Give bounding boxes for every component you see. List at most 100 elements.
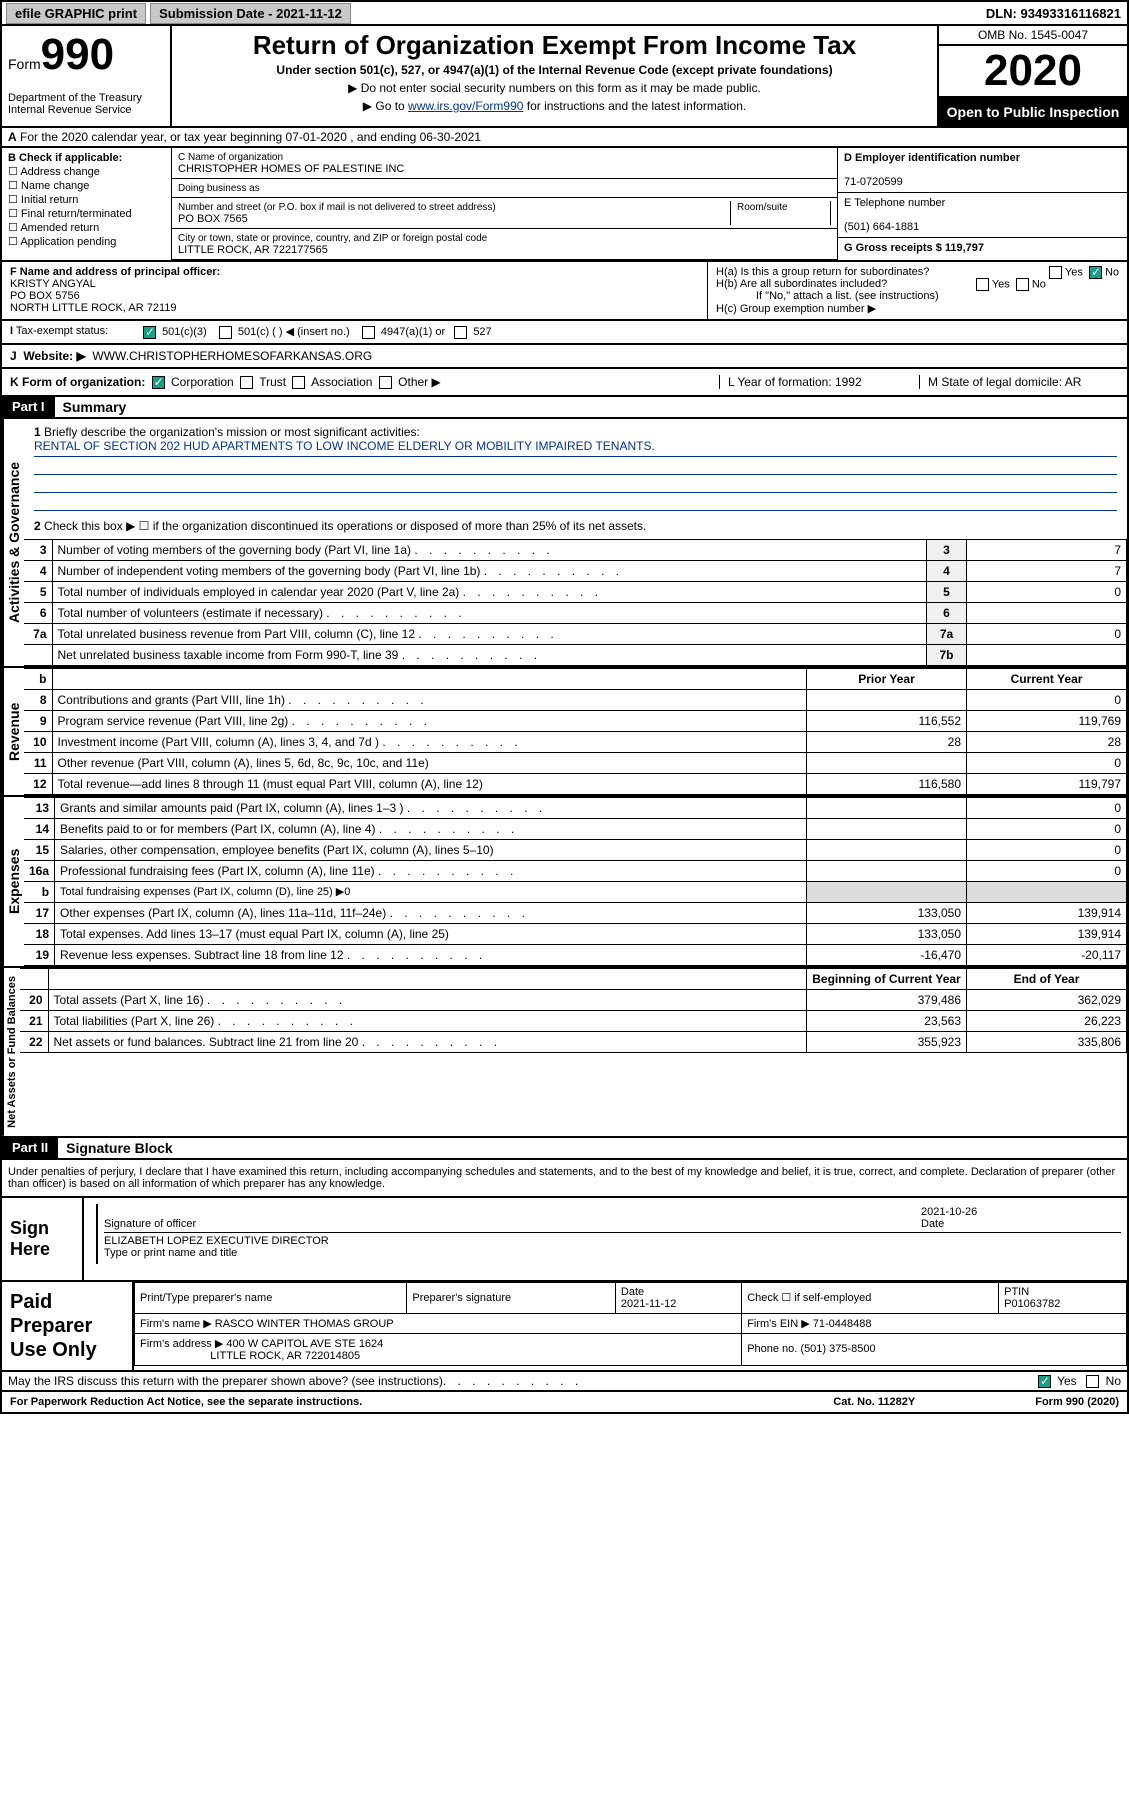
city-label: City or town, state or province, country…	[178, 233, 487, 244]
chk-final[interactable]: ☐ Final return/terminated	[8, 207, 165, 220]
mission-text: RENTAL OF SECTION 202 HUD APARTMENTS TO …	[34, 439, 1117, 457]
vtab-netassets: Net Assets or Fund Balances	[2, 968, 20, 1136]
firm-addr1: 400 W CAPITOL AVE STE 1624	[226, 1338, 383, 1350]
table-row: bTotal fundraising expenses (Part IX, co…	[24, 881, 1127, 902]
sig-officer-label: Signature of officer	[104, 1218, 196, 1230]
phone: (501) 664-1881	[844, 221, 919, 233]
omb-number: OMB No. 1545-0047	[939, 26, 1127, 46]
g-gross: G Gross receipts $ 119,797	[844, 242, 984, 254]
table-row: 8Contributions and grants (Part VIII, li…	[24, 689, 1127, 710]
dln: DLN: 93493316116821	[986, 6, 1127, 21]
b-label: B Check if applicable:	[8, 152, 122, 164]
summary-expenses: Expenses 13Grants and similar amounts pa…	[0, 797, 1129, 968]
line-a: A For the 2020 calendar year, or tax yea…	[0, 128, 1129, 148]
officer-addr2: NORTH LITTLE ROCK, AR 72119	[10, 302, 176, 314]
summary-netassets: Net Assets or Fund Balances Beginning of…	[0, 968, 1129, 1138]
line-j: J Website: ▶ WWW.CHRISTOPHERHOMESOFARKAN…	[0, 345, 1129, 369]
table-row: 21Total liabilities (Part X, line 26) 23…	[20, 1010, 1127, 1031]
street-address: PO BOX 7565	[178, 213, 248, 225]
sign-date: 2021-10-26	[921, 1206, 977, 1218]
efile-print-button[interactable]: efile GRAPHIC print	[6, 3, 146, 24]
page-footer: For Paperwork Reduction Act Notice, see …	[0, 1392, 1129, 1414]
chk-other[interactable]	[379, 376, 392, 389]
table-row: 3Number of voting members of the governi…	[24, 539, 1127, 560]
discuss-row: May the IRS discuss this return with the…	[0, 1372, 1129, 1392]
section-bcd: B Check if applicable: ☐ Address change …	[0, 148, 1129, 262]
prep-date: 2021-11-12	[621, 1298, 676, 1310]
table-row: 14Benefits paid to or for members (Part …	[24, 818, 1127, 839]
form-subtitle: Under section 501(c), 527, or 4947(a)(1)…	[182, 63, 927, 77]
line-klm: K Form of organization: Corporation Trus…	[0, 369, 1129, 397]
table-row: 15Salaries, other compensation, employee…	[24, 839, 1127, 860]
table-row: 9Program service revenue (Part VIII, lin…	[24, 710, 1127, 731]
table-row: 19Revenue less expenses. Subtract line 1…	[24, 944, 1127, 965]
table-row: 4Number of independent voting members of…	[24, 560, 1127, 581]
table-row: 20Total assets (Part X, line 16) 379,486…	[20, 989, 1127, 1010]
part1-header: Part ISummary	[0, 397, 1129, 419]
chk-corp[interactable]	[152, 376, 165, 389]
line-i: I Tax-exempt status: 501(c)(3) 501(c) ( …	[0, 321, 1129, 345]
chk-address[interactable]: ☐ Address change	[8, 165, 165, 178]
hb-label: H(b) Are all subordinates included?	[716, 278, 887, 290]
summary-activities: Activities & Governance 1 Briefly descri…	[0, 419, 1129, 668]
chk-trust[interactable]	[240, 376, 253, 389]
discuss-yes[interactable]	[1038, 1375, 1051, 1388]
discuss-no[interactable]	[1086, 1375, 1099, 1388]
perjury-text: Under penalties of perjury, I declare th…	[0, 1160, 1129, 1198]
part2-header: Part IISignature Block	[0, 1138, 1129, 1160]
ha-no[interactable]	[1089, 266, 1102, 279]
chk-501c3[interactable]	[143, 326, 156, 339]
chk-name[interactable]: ☐ Name change	[8, 179, 165, 192]
hb-no[interactable]	[1016, 278, 1029, 291]
chk-initial[interactable]: ☐ Initial return	[8, 193, 165, 206]
chk-pending[interactable]: ☐ Application pending	[8, 235, 165, 248]
chk-527[interactable]	[454, 326, 467, 339]
f-label: F Name and address of principal officer:	[10, 266, 220, 278]
cat-no: Cat. No. 11282Y	[833, 1396, 915, 1408]
table-row: 22Net assets or fund balances. Subtract …	[20, 1031, 1127, 1052]
irs-link[interactable]: www.irs.gov/Form990	[408, 99, 523, 113]
hc-label: H(c) Group exemption number ▶	[716, 302, 1119, 315]
hb-yes[interactable]	[976, 278, 989, 291]
table-row: 7aTotal unrelated business revenue from …	[24, 623, 1127, 644]
ha-label: H(a) Is this a group return for subordin…	[716, 266, 929, 278]
table-expenses: 13Grants and similar amounts paid (Part …	[24, 797, 1127, 966]
section-fh: F Name and address of principal officer:…	[0, 262, 1129, 321]
paid-label: Paid Preparer Use Only	[2, 1282, 132, 1370]
c-name-label: C Name of organization	[178, 152, 283, 163]
hb-note: If "No," attach a list. (see instruction…	[716, 290, 1119, 302]
form-ref: Form 990 (2020)	[1035, 1396, 1119, 1408]
chk-4947[interactable]	[362, 326, 375, 339]
vtab-activities: Activities & Governance	[2, 419, 24, 666]
submission-date: Submission Date - 2021-11-12	[150, 3, 351, 24]
form-title: Return of Organization Exempt From Incom…	[182, 30, 927, 61]
city-state-zip: LITTLE ROCK, AR 722177565	[178, 244, 328, 256]
table-row: 16aProfessional fundraising fees (Part I…	[24, 860, 1127, 881]
vtab-revenue: Revenue	[2, 668, 24, 795]
chk-amended[interactable]: ☐ Amended return	[8, 221, 165, 234]
q1: Briefly describe the organization's miss…	[44, 425, 420, 439]
form-header: Form990 Department of the Treasury Inter…	[0, 26, 1129, 128]
table-row: 5Total number of individuals employed in…	[24, 581, 1127, 602]
state-domicile: M State of legal domicile: AR	[919, 375, 1119, 389]
org-name: CHRISTOPHER HOMES OF PALESTINE INC	[178, 163, 404, 175]
tax-year: 2020	[939, 46, 1127, 98]
table-revenue: bPrior YearCurrent Year 8Contributions a…	[24, 668, 1127, 795]
year-formation: L Year of formation: 1992	[719, 375, 919, 389]
table-row: 6Total number of volunteers (estimate if…	[24, 602, 1127, 623]
form-number: 990	[41, 30, 114, 79]
dba-label: Doing business as	[178, 183, 260, 194]
sign-here-label: Sign Here	[2, 1198, 82, 1280]
ha-yes[interactable]	[1049, 266, 1062, 279]
addr-label: Number and street (or P.O. box if mail i…	[178, 202, 496, 213]
website-url: WWW.CHRISTOPHERHOMESOFARKANSAS.ORG	[92, 349, 372, 363]
form-label: Form	[8, 56, 41, 72]
firm-phone: (501) 375-8500	[800, 1343, 875, 1355]
table-governance: 3Number of voting members of the governi…	[24, 539, 1127, 666]
chk-501c[interactable]	[219, 326, 232, 339]
department: Department of the Treasury Internal Reve…	[8, 92, 164, 116]
open-to-public: Open to Public Inspection	[939, 98, 1127, 126]
table-row: 17Other expenses (Part IX, column (A), l…	[24, 902, 1127, 923]
chk-assoc[interactable]	[292, 376, 305, 389]
paid-preparer-block: Paid Preparer Use Only Print/Type prepar…	[0, 1282, 1129, 1372]
